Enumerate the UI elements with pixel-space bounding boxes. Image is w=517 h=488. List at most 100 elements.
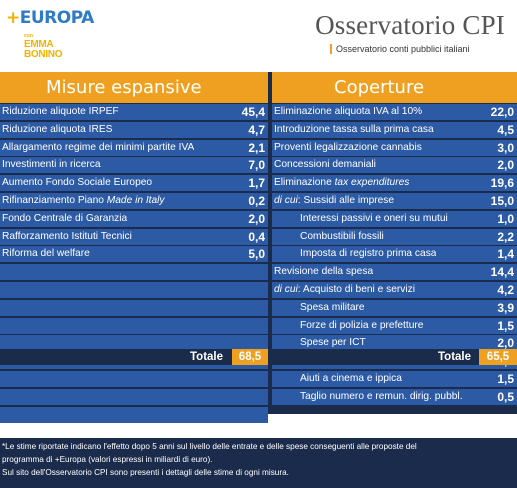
table-row: Introduzione tassa sulla prima casa 4,5 bbox=[272, 121, 517, 138]
table-row bbox=[0, 406, 268, 423]
row-label: Forze di polizia e prefetture bbox=[300, 319, 424, 331]
column-coperture: Coperture Eliminazione aliquota IVA al 1… bbox=[272, 72, 517, 405]
table-row: Aiuti a cinema e ippica 1,5 bbox=[272, 371, 517, 387]
row-value: 4,2 bbox=[497, 283, 514, 297]
row-label: Imposta di registro prima casa bbox=[300, 248, 437, 260]
row-value: 2,0 bbox=[497, 336, 514, 351]
row-value: 2,2 bbox=[497, 229, 514, 244]
table-row: Allargamento regime dei minimi partite I… bbox=[0, 139, 268, 156]
table-row: Riforma del welfare 5,0 bbox=[0, 246, 268, 263]
row-label: Riduzione aliquote IRPEF bbox=[2, 106, 119, 117]
left-total-value: 68,5 bbox=[232, 349, 268, 365]
row-value: 1,5 bbox=[497, 318, 514, 333]
row-value: 0,5 bbox=[497, 389, 514, 404]
table-row: Spesa militare 3,9 bbox=[272, 299, 517, 316]
row-label: Riduzione aliquota IRES bbox=[2, 123, 113, 135]
row-value: 1,4 bbox=[497, 247, 514, 262]
table-row: Taglio numero e remun. dirig. pubbl. 0,5 bbox=[272, 388, 517, 405]
row-label: di cui: Sussidi alle imprese bbox=[274, 195, 395, 206]
row-value: 15,0 bbox=[490, 194, 514, 208]
row-value: 7,0 bbox=[248, 158, 265, 173]
table-row bbox=[0, 388, 268, 405]
page-subtitle: Osservatorio conti pubblici italiani bbox=[330, 44, 470, 54]
row-value: 19,6 bbox=[490, 176, 514, 191]
row-value: 1,0 bbox=[497, 211, 514, 226]
table-panel: Misure espansive Riduzione aliquote IRPE… bbox=[0, 72, 517, 423]
totals-row: Totale 68,5 Totale 65,5 bbox=[0, 349, 517, 365]
table-row: Rafforzamento Istituti Tecnici 0,4 bbox=[0, 228, 268, 245]
row-label: Riforma del welfare bbox=[2, 248, 90, 260]
row-label: Investimenti in ricerca bbox=[2, 159, 101, 171]
table-row: Concessioni demaniali 2,0 bbox=[272, 157, 517, 174]
table-row bbox=[0, 282, 268, 298]
table-row: Investimenti in ricerca 7,0 bbox=[0, 157, 268, 174]
table-row bbox=[0, 335, 268, 352]
row-value: 5,0 bbox=[248, 247, 265, 262]
row-label: Aumento Fondo Sociale Europeo bbox=[2, 177, 153, 189]
column-misure-espansive: Misure espansive Riduzione aliquote IRPE… bbox=[0, 72, 268, 423]
row-label: Aiuti a cinema e ippica bbox=[300, 373, 402, 384]
footnote-line-2: programma di +Europa (valori espressi in… bbox=[2, 455, 213, 464]
row-label: di cui: Acquisto di beni e servizi bbox=[274, 284, 416, 295]
column-heading: Coperture bbox=[272, 72, 517, 103]
row-label: Spese per ICT bbox=[300, 337, 366, 349]
row-label: Rifinanziamento Piano Made in Italy bbox=[2, 195, 165, 206]
row-value: 3,0 bbox=[497, 140, 514, 155]
right-total-value: 65,5 bbox=[479, 349, 517, 365]
left-total-label: Totale bbox=[190, 351, 224, 363]
row-value: 4,7 bbox=[248, 122, 265, 137]
row-value: 2,1 bbox=[248, 140, 265, 155]
table-row: Interessi passivi e oneri su mutui 1,0 bbox=[272, 210, 517, 227]
row-value: 0,2 bbox=[248, 194, 265, 208]
table-row: Fondo Centrale di Garanzia 2,0 bbox=[0, 210, 268, 227]
row-value: 22,0 bbox=[490, 105, 514, 119]
row-value: 45,4 bbox=[241, 105, 265, 119]
logo-europa-wordmark: +EUROPA bbox=[6, 8, 94, 28]
table-row: Riduzione aliquote IRPEF 45,4 bbox=[0, 104, 268, 120]
header: +EUROPA con EMMA BONINO Osservatorio CPI… bbox=[0, 0, 517, 72]
row-label: Fondo Centrale di Garanzia bbox=[2, 212, 128, 224]
table-row: Revisione della spesa 14,4 bbox=[272, 264, 517, 281]
row-value: 0,4 bbox=[248, 229, 265, 244]
table-row: Aumento Fondo Sociale Europeo 1,7 bbox=[0, 175, 268, 192]
table-row bbox=[0, 264, 268, 281]
table-row: di cui: Sussidi alle imprese 15,0 bbox=[272, 193, 517, 209]
row-label: Spesa militare bbox=[300, 301, 365, 313]
column-heading: Misure espansive bbox=[0, 72, 268, 103]
row-value: 2,0 bbox=[248, 211, 265, 226]
table-row: Rifinanziamento Piano Made in Italy 0,2 bbox=[0, 193, 268, 209]
logo-emma: EMMA bbox=[24, 39, 54, 50]
row-label: Concessioni demaniali bbox=[274, 159, 376, 171]
page-title: Osservatorio CPI bbox=[315, 10, 505, 40]
table-row: Combustibili fossili 2,2 bbox=[272, 228, 517, 245]
logo-bonino: BONINO bbox=[24, 49, 63, 60]
row-label: Interessi passivi e oneri su mutui bbox=[300, 212, 448, 224]
table-row bbox=[0, 299, 268, 316]
logo-con: con bbox=[24, 33, 33, 39]
table-row: Eliminazione tax expenditures 19,6 bbox=[272, 175, 517, 192]
row-value: 3,9 bbox=[497, 300, 514, 315]
row-label: Proventi legalizzazione cannabis bbox=[274, 141, 422, 153]
table-row: di cui: Acquisto di beni e servizi 4,2 bbox=[272, 282, 517, 298]
row-value: 14,4 bbox=[490, 265, 514, 280]
row-value: 2,0 bbox=[497, 158, 514, 173]
table-row bbox=[0, 317, 268, 334]
footnote-line-3: Sul sito dell'Osservatorio CPI sono pres… bbox=[2, 468, 289, 477]
table-row: Proventi legalizzazione cannabis 3,0 bbox=[272, 139, 517, 156]
table-row: Spese per ICT 2,0 bbox=[272, 335, 517, 352]
row-label: Introduzione tassa sulla prima casa bbox=[274, 123, 434, 135]
row-label: Rafforzamento Istituti Tecnici bbox=[2, 230, 132, 242]
footnote: *Le stime riportate indicano l'effetto d… bbox=[0, 438, 517, 488]
row-label: Eliminazione aliquota IVA al 10% bbox=[274, 106, 423, 117]
row-value: 4,5 bbox=[497, 122, 514, 137]
row-value: 1,5 bbox=[497, 372, 514, 386]
row-label: Taglio numero e remun. dirig. pubbl. bbox=[300, 390, 463, 402]
right-total-label: Totale bbox=[438, 351, 472, 363]
row-value: 1,7 bbox=[248, 176, 265, 191]
footnote-line-1: *Le stime riportate indicano l'effetto d… bbox=[2, 442, 417, 451]
row-label: Combustibili fossili bbox=[300, 230, 384, 242]
row-label: Allargamento regime dei minimi partite I… bbox=[2, 141, 195, 153]
table-row: Forze di polizia e prefetture 1,5 bbox=[272, 317, 517, 334]
table-row: Eliminazione aliquota IVA al 10% 22,0 bbox=[272, 104, 517, 120]
table-row bbox=[0, 371, 268, 387]
